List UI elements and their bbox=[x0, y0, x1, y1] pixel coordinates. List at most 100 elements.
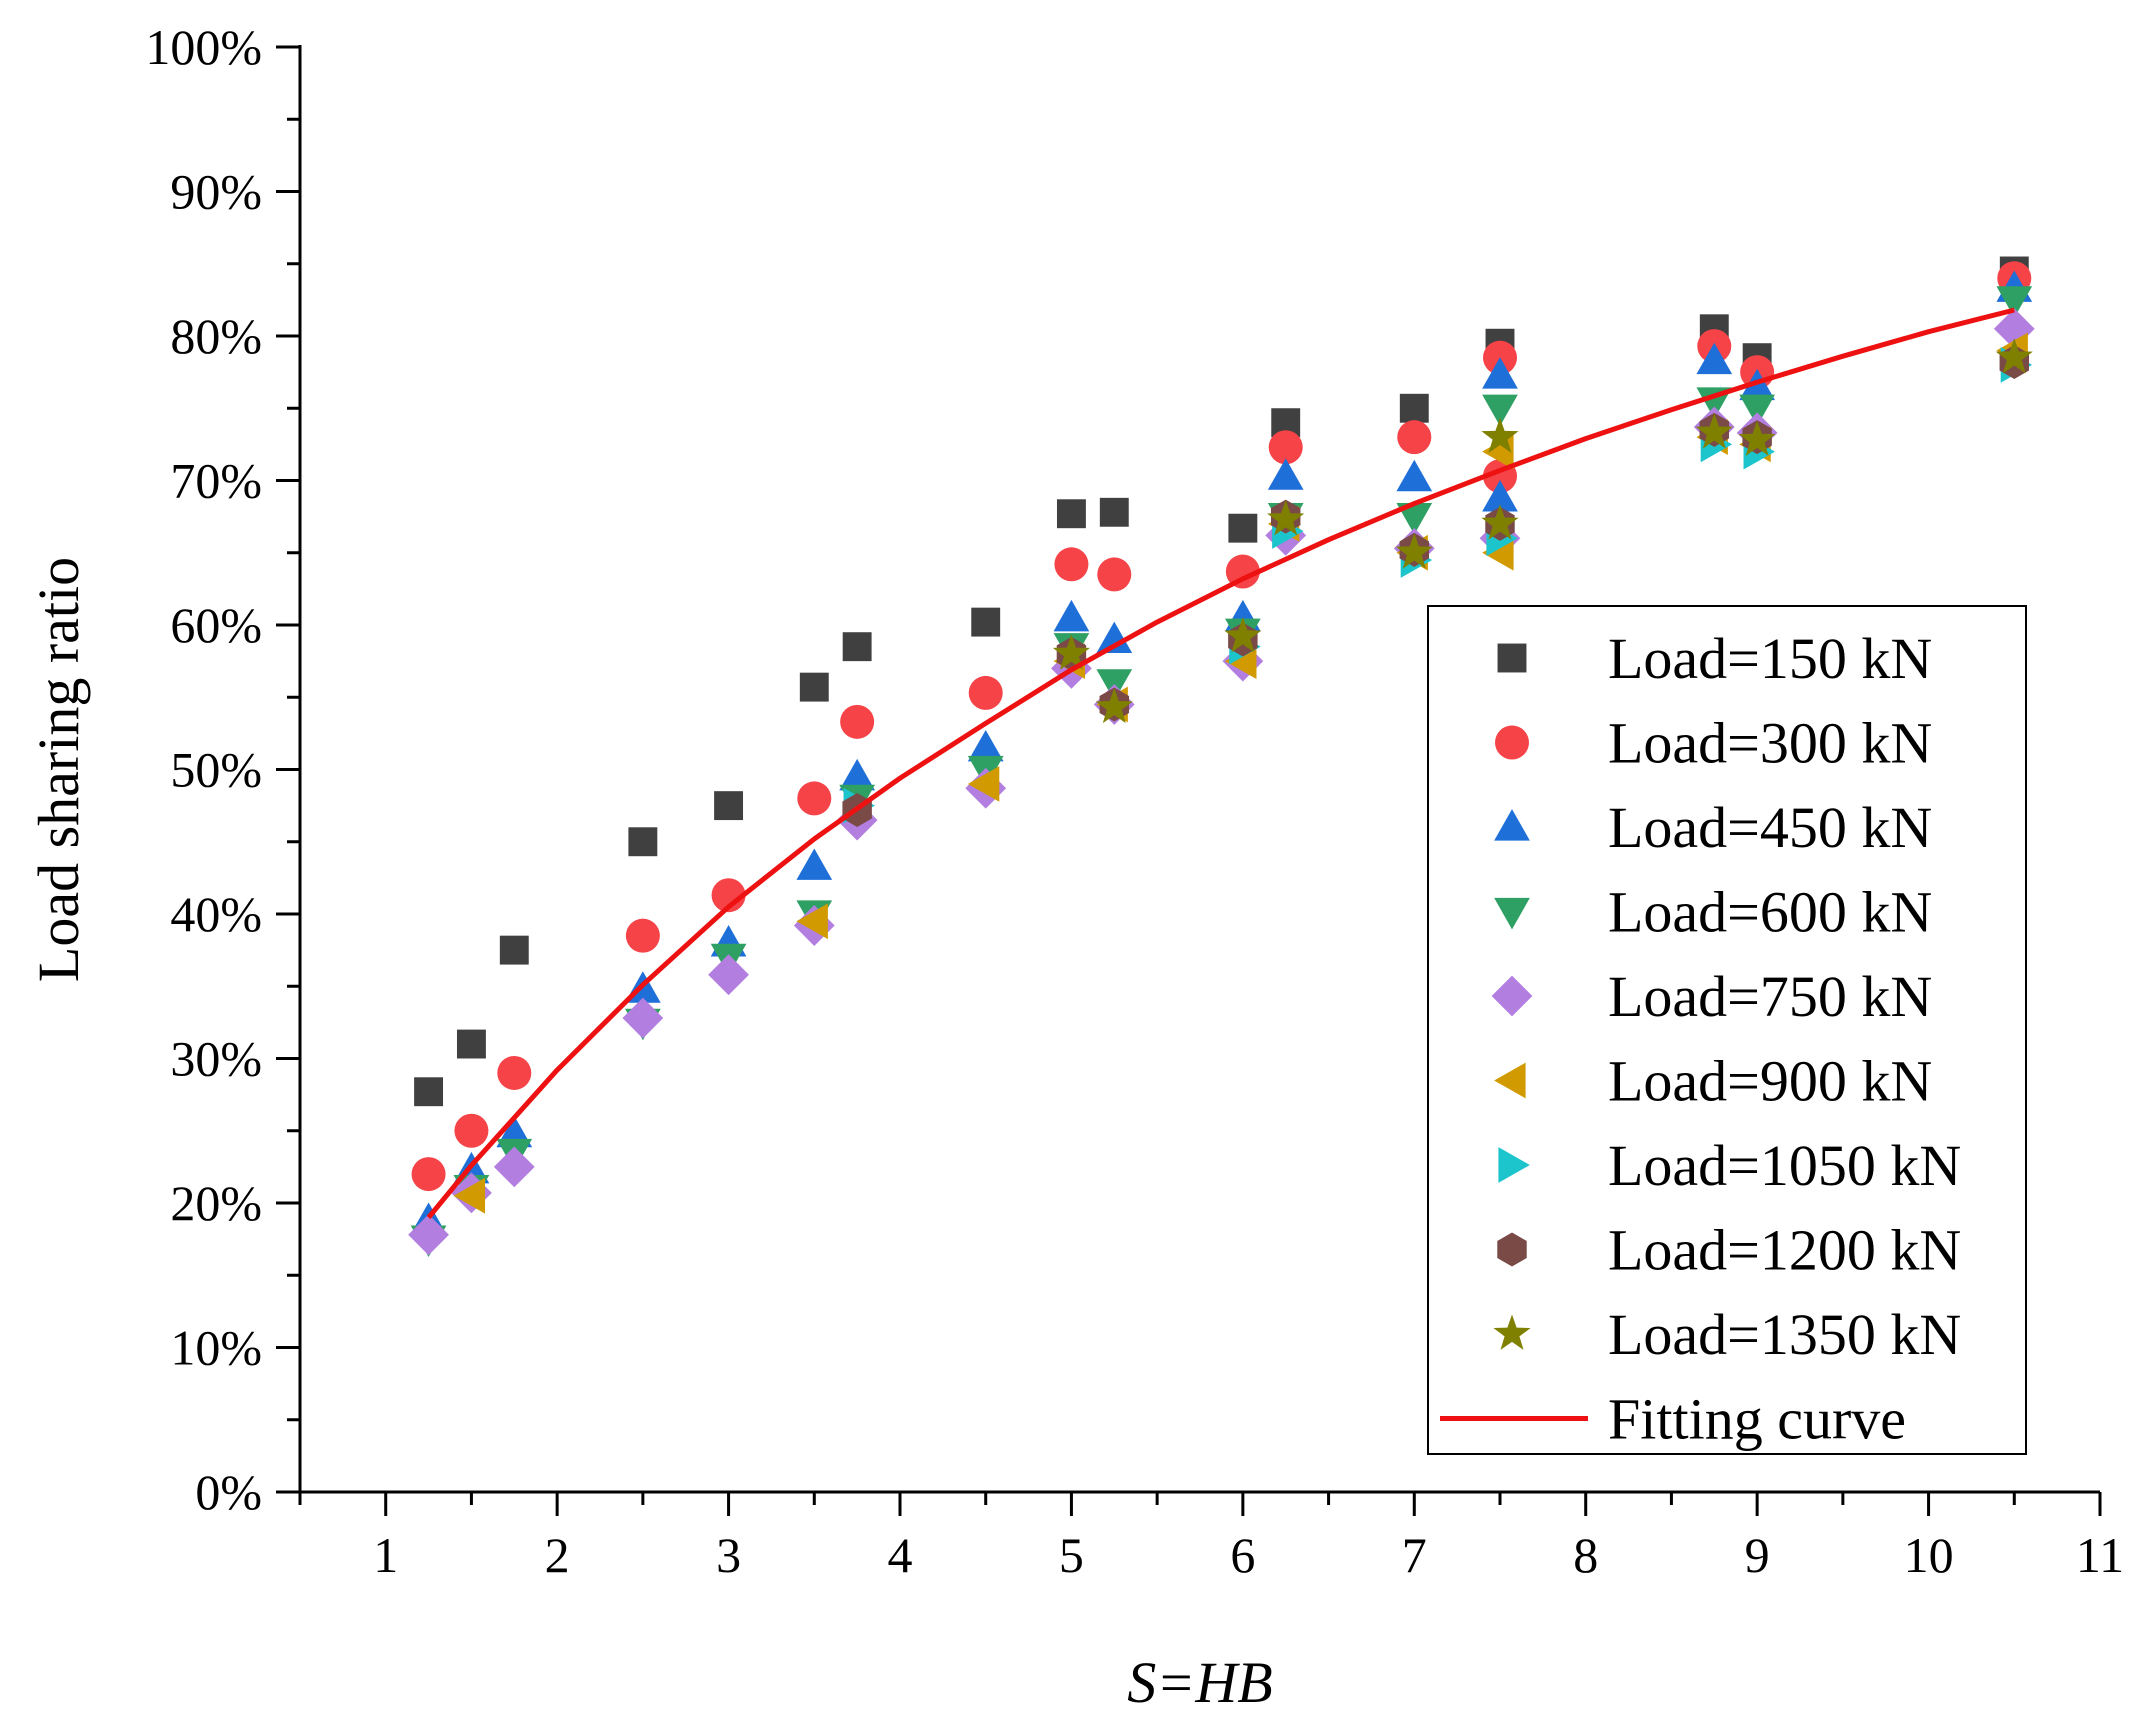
x-tick-label: 6 bbox=[1230, 1527, 1255, 1583]
x-tick-label: 9 bbox=[1745, 1527, 1770, 1583]
data-point bbox=[971, 607, 1001, 637]
data-point bbox=[497, 1055, 532, 1090]
legend-marker-diamond bbox=[1491, 975, 1533, 1017]
x-tick-label: 10 bbox=[1904, 1527, 1954, 1583]
x-tick-label: 8 bbox=[1573, 1527, 1598, 1583]
data-point bbox=[1096, 621, 1133, 654]
legend-entry: Load=1050 kN bbox=[1498, 1133, 1961, 1198]
x-tick-label: 1 bbox=[373, 1527, 398, 1583]
legend-label: Fitting curve bbox=[1608, 1387, 1906, 1452]
legend-entry: Load=750 kN bbox=[1491, 964, 1932, 1029]
data-point bbox=[456, 1029, 486, 1059]
y-tick-label: 90% bbox=[170, 164, 262, 220]
data-point bbox=[840, 704, 875, 739]
legend-marker-square bbox=[1497, 643, 1527, 673]
data-point bbox=[839, 758, 875, 791]
x-tick-label: 2 bbox=[545, 1527, 570, 1583]
data-point bbox=[799, 672, 829, 702]
data-point bbox=[967, 729, 1004, 762]
data-point bbox=[1397, 420, 1432, 455]
data-point bbox=[408, 1214, 449, 1256]
y-tick-label: 10% bbox=[170, 1320, 262, 1376]
legend-label: Load=150 kN bbox=[1608, 626, 1932, 691]
x-tick-label: 7 bbox=[1402, 1527, 1427, 1583]
data-point bbox=[1482, 479, 1518, 512]
legend-entry: Load=1350 kN bbox=[1493, 1302, 1961, 1367]
data-point bbox=[1481, 417, 1519, 453]
axes: 0% 10% 20% 30% 40% 50% 60% 70% 80% 90% 100% 1 2 3 4 5 6 7… bbox=[145, 19, 2124, 1583]
data-point bbox=[1267, 458, 1304, 490]
data-point bbox=[1695, 413, 1733, 449]
data-point bbox=[1738, 420, 1776, 456]
y-tick-label: 60% bbox=[170, 597, 262, 653]
legend-label: Load=1350 kN bbox=[1608, 1302, 1961, 1367]
legend-label: Load=1200 kN bbox=[1608, 1218, 1961, 1283]
data-point bbox=[622, 997, 664, 1039]
x-tick-label: 3 bbox=[716, 1527, 741, 1583]
data-point bbox=[968, 675, 1003, 710]
data-point bbox=[714, 791, 744, 821]
data-point bbox=[1053, 599, 1090, 632]
data-point bbox=[1224, 617, 1262, 653]
data-point bbox=[1482, 394, 1518, 427]
data-point bbox=[1228, 513, 1258, 543]
data-point bbox=[625, 918, 660, 953]
data-point bbox=[1396, 459, 1433, 492]
data-point bbox=[1481, 504, 1519, 540]
legend-marker-circle bbox=[1495, 725, 1529, 760]
y-tick-label: 50% bbox=[170, 742, 262, 798]
data-point bbox=[967, 766, 1000, 802]
data-point bbox=[1395, 533, 1433, 569]
legend-entry: Load=600 kN bbox=[1494, 880, 1932, 945]
data-point bbox=[1268, 430, 1303, 465]
y-tick-label: 40% bbox=[170, 886, 262, 942]
x-tick-label: 11 bbox=[2076, 1527, 2124, 1583]
legend-entry: Load=300 kN bbox=[1495, 711, 1932, 776]
data-point bbox=[796, 903, 828, 940]
data-point bbox=[453, 1177, 486, 1214]
legend-marker-triangle-left bbox=[1494, 1062, 1526, 1099]
legend-marker-triangle-right bbox=[1498, 1147, 1530, 1183]
data-point bbox=[1056, 499, 1086, 529]
data-point bbox=[1054, 547, 1089, 582]
data-point bbox=[1396, 503, 1433, 535]
legend: Load=150 kN Load=300 kN Load=450 kN Load=60… bbox=[1427, 605, 2027, 1455]
legend-label: Load=600 kN bbox=[1608, 880, 1932, 945]
data-point bbox=[499, 935, 529, 965]
data-point bbox=[796, 848, 833, 880]
data-point bbox=[1099, 497, 1129, 527]
data-point bbox=[1052, 634, 1091, 670]
legend-marker-star bbox=[1493, 1314, 1531, 1350]
data-point bbox=[1399, 393, 1429, 423]
data-point bbox=[842, 632, 872, 662]
legend-entry: Load=1200 kN bbox=[1497, 1218, 1961, 1283]
data-point bbox=[1097, 557, 1132, 592]
data-point bbox=[1225, 554, 1260, 589]
data-point bbox=[711, 878, 746, 913]
data-point bbox=[414, 1077, 444, 1107]
y-tick-label: 100% bbox=[145, 19, 262, 75]
data-point bbox=[1995, 338, 2033, 374]
data-point bbox=[411, 1157, 446, 1192]
data-point bbox=[1996, 286, 2033, 318]
legend-label: Load=1050 kN bbox=[1608, 1133, 1961, 1198]
y-tick-label: 80% bbox=[170, 308, 262, 364]
legend-entry: Load=150 kN bbox=[1497, 626, 1932, 691]
y-tick-label: 0% bbox=[195, 1464, 262, 1520]
y-tick-label: 70% bbox=[170, 453, 262, 509]
data-point bbox=[708, 954, 749, 996]
data-point bbox=[1095, 687, 1133, 724]
x-axis-title: S=HB bbox=[1127, 1650, 1272, 1715]
data-point bbox=[1267, 499, 1305, 536]
data-point bbox=[1696, 342, 1733, 375]
data-point bbox=[454, 1113, 489, 1148]
legend-label: Load=900 kN bbox=[1608, 1049, 1932, 1114]
fitting-curve-line bbox=[426, 307, 2015, 1220]
legend-marker-hexagon bbox=[1497, 1232, 1527, 1267]
y-tick-label: 20% bbox=[170, 1175, 262, 1231]
x-tick-label: 4 bbox=[888, 1527, 913, 1583]
legend-label: Load=450 kN bbox=[1608, 795, 1932, 860]
series-load-1350-kn bbox=[1052, 338, 2033, 724]
x-tick-label: 5 bbox=[1059, 1527, 1084, 1583]
